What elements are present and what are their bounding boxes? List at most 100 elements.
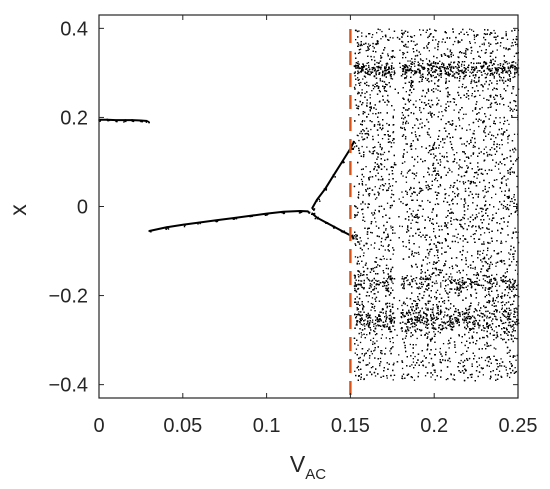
data-point <box>362 266 364 268</box>
data-point <box>501 190 503 193</box>
data-point <box>389 350 391 352</box>
data-point <box>357 197 360 199</box>
data-point <box>448 316 451 318</box>
data-point <box>436 254 439 257</box>
data-point <box>369 97 371 99</box>
data-point <box>381 64 383 66</box>
data-point <box>507 138 509 140</box>
data-point <box>501 37 503 39</box>
data-point <box>462 240 464 242</box>
data-point <box>300 211 302 213</box>
data-point <box>428 262 431 264</box>
data-point <box>106 118 108 121</box>
data-point <box>472 144 475 147</box>
data-point <box>440 284 442 286</box>
data-point <box>495 265 497 267</box>
data-point <box>459 219 461 222</box>
data-point <box>447 343 449 345</box>
data-point <box>426 263 428 265</box>
data-point <box>420 59 422 61</box>
data-point <box>410 144 412 147</box>
data-point <box>234 217 236 219</box>
data-point <box>505 184 508 187</box>
data-point <box>375 279 377 282</box>
data-point <box>358 311 360 313</box>
data-point <box>507 178 509 180</box>
data-point <box>402 245 405 247</box>
data-point <box>282 212 284 214</box>
data-point <box>472 233 474 236</box>
data-point <box>443 156 445 159</box>
data-point <box>414 131 416 133</box>
data-point <box>439 347 441 350</box>
data-point <box>123 121 125 123</box>
data-point <box>125 120 127 123</box>
data-point <box>484 315 486 317</box>
data-point <box>249 215 252 217</box>
data-point <box>313 208 315 210</box>
data-point <box>410 195 412 197</box>
data-point <box>281 212 283 214</box>
data-point <box>476 273 478 275</box>
data-point <box>232 217 234 219</box>
data-point <box>410 91 413 94</box>
data-point <box>373 293 375 295</box>
data-point <box>366 102 368 104</box>
data-point <box>370 231 372 234</box>
data-point <box>487 336 489 338</box>
data-point <box>511 65 513 67</box>
data-point <box>493 339 495 341</box>
data-point <box>332 175 334 177</box>
data-point <box>360 203 362 205</box>
data-point <box>496 281 498 283</box>
data-point <box>354 256 357 258</box>
data-point <box>357 77 359 79</box>
data-point <box>403 52 405 55</box>
data-point <box>372 135 374 138</box>
data-point <box>413 35 416 37</box>
data-point <box>482 278 485 280</box>
data-point <box>435 269 438 271</box>
data-point <box>355 84 357 86</box>
data-point <box>334 176 336 178</box>
data-point <box>448 167 450 170</box>
data-point <box>368 45 370 47</box>
data-point <box>417 155 419 158</box>
data-point <box>419 282 421 284</box>
data-point <box>456 271 458 273</box>
data-point <box>391 185 394 187</box>
data-point <box>167 228 170 230</box>
data-point <box>355 348 358 350</box>
data-point <box>386 258 388 260</box>
data-point <box>409 283 411 285</box>
data-point <box>489 316 492 318</box>
data-point <box>365 50 367 52</box>
data-point <box>361 334 363 336</box>
data-point <box>448 65 451 67</box>
data-point <box>376 340 378 342</box>
data-point <box>506 119 509 122</box>
data-point <box>429 248 431 251</box>
data-point <box>473 38 476 40</box>
data-point <box>416 337 418 340</box>
data-point <box>432 267 434 270</box>
data-point <box>354 370 356 372</box>
data-point <box>458 51 461 54</box>
data-point <box>325 188 327 191</box>
data-point <box>415 317 417 319</box>
data-point <box>383 151 386 154</box>
data-point <box>482 252 484 254</box>
data-point <box>431 62 433 64</box>
data-point <box>506 204 509 206</box>
data-point <box>463 113 465 115</box>
data-point <box>445 326 447 329</box>
data-point <box>450 273 452 275</box>
data-point <box>382 153 384 156</box>
data-point <box>491 263 493 265</box>
data-point <box>486 315 488 317</box>
data-point <box>141 120 144 122</box>
data-point <box>358 271 361 273</box>
data-point <box>495 193 497 195</box>
data-point <box>367 248 369 250</box>
data-point <box>509 80 511 82</box>
